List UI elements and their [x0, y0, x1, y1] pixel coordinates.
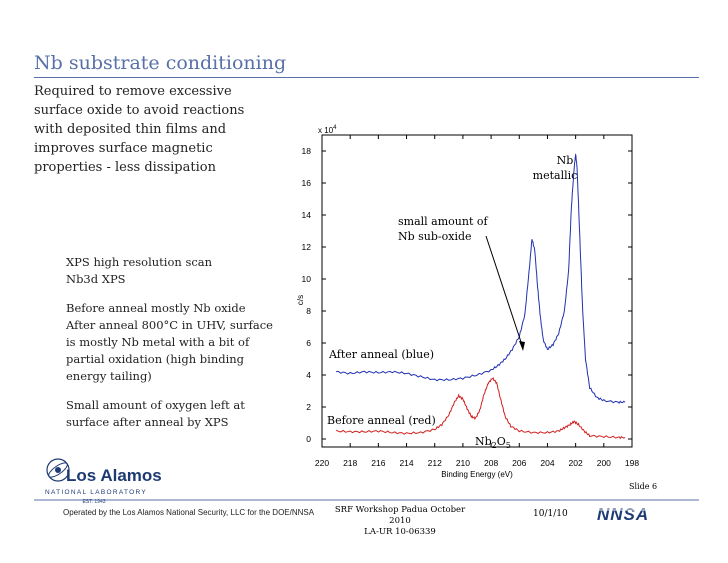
- before-anneal-label: Before anneal (red): [327, 414, 436, 427]
- note-line: partial oxidation (high binding: [66, 352, 245, 366]
- lanl-logo: Los Alamos NATIONAL LABORATORY EST. 1943: [45, 458, 162, 505]
- multiplier-exponent: 4: [333, 125, 337, 131]
- slide-number: Slide 6: [629, 482, 658, 491]
- y-tick-label: 8: [306, 306, 311, 316]
- note-line: is mostly Nb metal with a bit of: [66, 335, 250, 349]
- note-line: Nb3d XPS: [66, 272, 126, 286]
- after-anneal-series: [336, 153, 626, 404]
- y-tick-label: 16: [302, 178, 312, 188]
- y-tick-label: 6: [306, 338, 311, 348]
- x-tick-label: 200: [597, 458, 611, 468]
- note-line: Before anneal mostly Nb oxide: [66, 301, 246, 315]
- x-tick-label: 216: [371, 458, 385, 468]
- x-tick-label: 218: [343, 458, 357, 468]
- xps-notes: XPS high resolution scan Nb3d XPS Before…: [66, 254, 273, 431]
- nb-metallic-label-1: Nb: [557, 154, 574, 167]
- nnsa-logo: NNSA: [596, 505, 650, 524]
- note-line: XPS high resolution scan: [66, 255, 213, 269]
- lanl-established: EST. 1943: [82, 499, 105, 505]
- y-axis-label: c/s: [296, 295, 305, 305]
- x-tick-label: 220: [315, 458, 329, 468]
- suboxide-arrow-line: [485, 235, 524, 349]
- lanl-logo-core: [55, 467, 61, 473]
- note-line: After anneal 800°C in UHV, surface: [66, 318, 273, 332]
- note-line: surface after anneal by XPS: [66, 415, 229, 429]
- suboxide-label-2: Nb sub-oxide: [398, 230, 472, 243]
- y-tick-label: 4: [306, 370, 311, 380]
- y-tick-label: 14: [302, 210, 312, 220]
- x-tick-label: 210: [456, 458, 470, 468]
- plot-frame: [321, 134, 633, 448]
- y-tick-label: 12: [302, 242, 312, 252]
- title-divider: [34, 77, 699, 78]
- before-anneal-series: [335, 376, 626, 440]
- y-tick-label: 2: [306, 402, 311, 412]
- multiplier-base: x 10: [318, 126, 334, 135]
- after-anneal-label: After anneal (blue): [328, 348, 434, 361]
- x-tick-label: 214: [399, 458, 413, 468]
- x-tick-label: 212: [428, 458, 442, 468]
- x-axis-label: Binding Energy (eV): [441, 470, 513, 479]
- y-tick-label: 18: [302, 146, 312, 156]
- nnsa-wordmark: NNSA: [597, 505, 649, 524]
- chart-axes: [321, 134, 633, 448]
- footer-center: SRF Workshop Padua October 2010 LA-UR 10…: [330, 505, 470, 538]
- lanl-name: Los Alamos: [66, 466, 162, 485]
- footer-date: 10/1/10: [533, 509, 568, 519]
- suboxide-arrow-head: [519, 341, 525, 351]
- intro-text: Required to remove excessive surface oxi…: [34, 84, 245, 175]
- y-tick-label: 0: [306, 434, 311, 444]
- nb2o5-label: Nb2O5: [475, 435, 511, 450]
- x-ticks: 220 218 216 214 212 210 208 206 204 202 200 198: [315, 135, 639, 468]
- report-number: LA-UR 10-06339: [364, 527, 436, 537]
- slide-title: Nb substrate conditioning: [34, 52, 287, 74]
- x-tick-label: 208: [484, 458, 498, 468]
- workshop-text: SRF Workshop Padua October 2010: [334, 505, 466, 526]
- chart-series: [335, 153, 626, 440]
- x-tick-label: 198: [625, 458, 639, 468]
- x-tick-label: 206: [512, 458, 526, 468]
- x-tick-label: 202: [569, 458, 583, 468]
- nb-metallic-label-2: metallic: [533, 169, 578, 182]
- lanl-logo-mark: [46, 458, 70, 482]
- operated-by-text: Operated by the Los Alamos National Secu…: [63, 508, 315, 517]
- note-line: energy tailing): [66, 369, 152, 383]
- lanl-subtitle: NATIONAL LABORATORY: [45, 489, 147, 496]
- y-ticks: 0 2 4 6 8 10 12 14 16 18: [302, 146, 632, 444]
- note-line: Small amount of oxygen left at: [66, 398, 245, 412]
- y-multiplier: x 104: [318, 125, 337, 135]
- y-tick-label: 10: [302, 274, 312, 284]
- lanl-logo-orbit: [48, 462, 68, 478]
- x-tick-label: 204: [540, 458, 554, 468]
- suboxide-label-1: small amount of: [398, 215, 488, 228]
